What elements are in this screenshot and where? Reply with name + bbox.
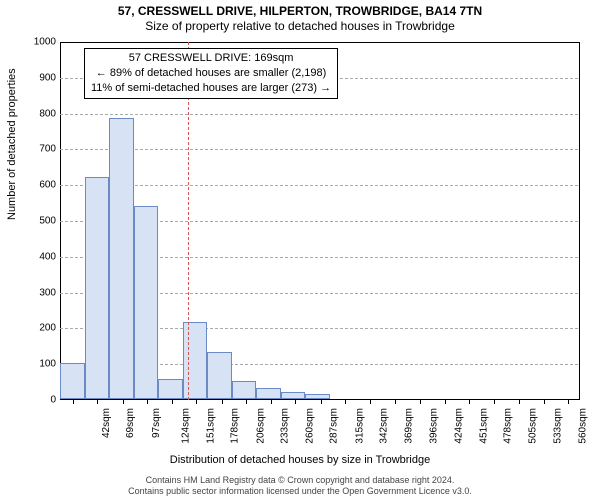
x-tick-label: 206sqm bbox=[255, 408, 266, 444]
y-gridline bbox=[60, 185, 578, 186]
x-tick-mark bbox=[494, 400, 495, 404]
x-tick-label: 315sqm bbox=[354, 408, 365, 444]
footer-line2: Contains public sector information licen… bbox=[0, 486, 600, 498]
x-tick-mark bbox=[345, 400, 346, 404]
y-gridline bbox=[60, 149, 578, 150]
annotation-line2: ← 89% of detached houses are smaller (2,… bbox=[91, 66, 331, 81]
y-tick-label: 400 bbox=[26, 251, 56, 262]
x-tick-label: 233sqm bbox=[280, 408, 291, 444]
x-tick-mark bbox=[73, 400, 74, 404]
x-tick-label: 69sqm bbox=[125, 408, 136, 438]
y-gridline bbox=[60, 114, 578, 115]
footer-line1: Contains HM Land Registry data © Crown c… bbox=[0, 475, 600, 487]
x-tick-mark bbox=[370, 400, 371, 404]
histogram-bar bbox=[85, 177, 110, 399]
x-tick-mark bbox=[395, 400, 396, 404]
x-tick-label: 369sqm bbox=[404, 408, 415, 444]
x-tick-label: 560sqm bbox=[577, 408, 588, 444]
x-tick-label: 505sqm bbox=[527, 408, 538, 444]
annotation-box: 57 CRESSWELL DRIVE: 169sqm ← 89% of deta… bbox=[84, 48, 338, 99]
x-tick-label: 478sqm bbox=[503, 408, 514, 444]
x-tick-label: 533sqm bbox=[553, 408, 564, 444]
y-tick-label: 1000 bbox=[26, 37, 56, 48]
x-tick-mark bbox=[420, 400, 421, 404]
x-tick-mark bbox=[246, 400, 247, 404]
x-tick-label: 151sqm bbox=[205, 408, 216, 444]
x-tick-mark bbox=[295, 400, 296, 404]
y-tick-label: 600 bbox=[26, 180, 56, 191]
y-tick-label: 700 bbox=[26, 144, 56, 155]
x-tick-mark bbox=[469, 400, 470, 404]
y-tick-label: 100 bbox=[26, 359, 56, 370]
x-tick-label: 260sqm bbox=[304, 408, 315, 444]
title-area: 57, CRESSWELL DRIVE, HILPERTON, TROWBRID… bbox=[0, 0, 600, 33]
x-tick-label: 342sqm bbox=[379, 408, 390, 444]
x-tick-mark bbox=[445, 400, 446, 404]
y-tick-label: 900 bbox=[26, 72, 56, 83]
x-tick-mark bbox=[519, 400, 520, 404]
histogram-bar bbox=[281, 392, 306, 399]
annotation-line1: 57 CRESSWELL DRIVE: 169sqm bbox=[91, 51, 331, 66]
plot-area: 42sqm69sqm97sqm124sqm151sqm178sqm206sqm2… bbox=[60, 42, 580, 400]
chart-title-1: 57, CRESSWELL DRIVE, HILPERTON, TROWBRID… bbox=[0, 4, 600, 18]
histogram-bar bbox=[305, 394, 330, 399]
histogram-bar bbox=[158, 379, 183, 399]
x-tick-mark bbox=[321, 400, 322, 404]
x-tick-mark bbox=[196, 400, 197, 404]
y-tick-label: 800 bbox=[26, 108, 56, 119]
chart-container: 57, CRESSWELL DRIVE, HILPERTON, TROWBRID… bbox=[0, 0, 600, 500]
y-tick-label: 300 bbox=[26, 287, 56, 298]
x-tick-label: 396sqm bbox=[428, 408, 439, 444]
x-tick-mark bbox=[172, 400, 173, 404]
x-axis-label: Distribution of detached houses by size … bbox=[0, 454, 600, 466]
x-tick-mark bbox=[147, 400, 148, 404]
x-tick-label: 97sqm bbox=[151, 408, 162, 438]
footer: Contains HM Land Registry data © Crown c… bbox=[0, 475, 600, 498]
histogram-bar bbox=[60, 363, 85, 399]
x-tick-mark bbox=[544, 400, 545, 404]
x-tick-label: 124sqm bbox=[181, 408, 192, 444]
x-tick-mark bbox=[123, 400, 124, 404]
x-tick-label: 42sqm bbox=[101, 408, 112, 438]
x-tick-mark bbox=[222, 400, 223, 404]
y-axis-label: Number of detached properties bbox=[6, 68, 18, 220]
histogram-bar bbox=[183, 322, 208, 399]
histogram-bar bbox=[109, 118, 134, 399]
x-tick-mark bbox=[271, 400, 272, 404]
x-tick-mark bbox=[97, 400, 98, 404]
chart-title-2: Size of property relative to detached ho… bbox=[0, 19, 600, 33]
x-tick-mark bbox=[568, 400, 569, 404]
annotation-line3: 11% of semi-detached houses are larger (… bbox=[91, 81, 331, 96]
y-tick-label: 200 bbox=[26, 323, 56, 334]
x-tick-label: 287sqm bbox=[329, 408, 340, 444]
x-tick-label: 451sqm bbox=[478, 408, 489, 444]
histogram-bar bbox=[232, 381, 257, 399]
histogram-bar bbox=[256, 388, 281, 399]
y-tick-label: 0 bbox=[26, 395, 56, 406]
x-tick-label: 424sqm bbox=[454, 408, 465, 444]
histogram-bar bbox=[134, 206, 159, 399]
x-tick-label: 178sqm bbox=[230, 408, 241, 444]
y-tick-label: 500 bbox=[26, 216, 56, 227]
histogram-bar bbox=[207, 352, 232, 399]
